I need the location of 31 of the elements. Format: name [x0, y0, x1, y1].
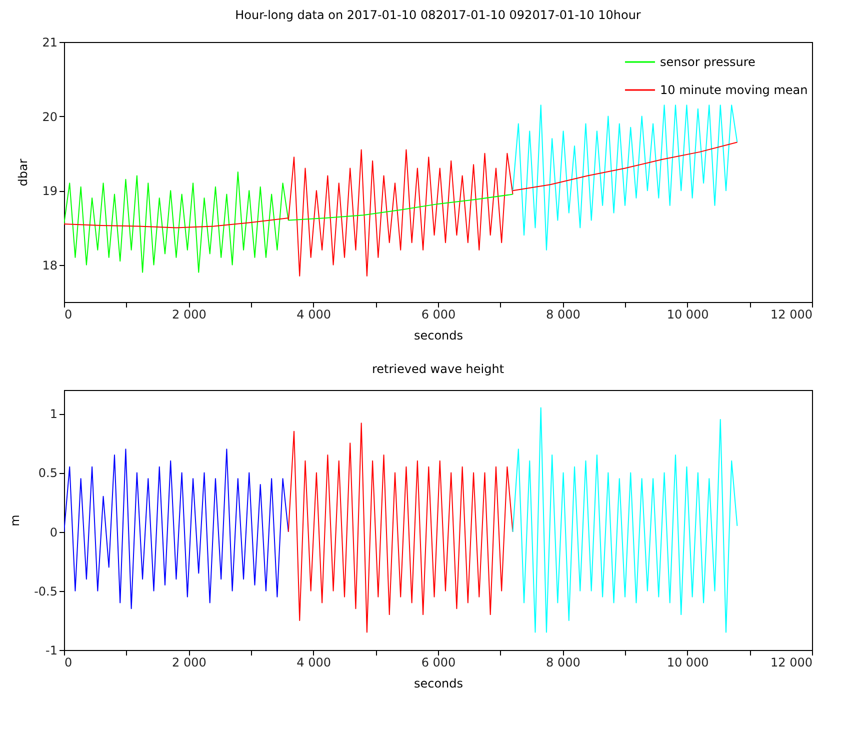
x-tick-label: 8 000 — [546, 656, 580, 670]
x-tick-label: 10 000 — [666, 308, 709, 322]
x-axis-title: seconds — [414, 676, 464, 690]
y-axis-title: dbar — [16, 158, 30, 186]
legend-label: sensor pressure — [660, 55, 756, 69]
y-tick-label: 19 — [42, 184, 58, 198]
x-tick-label: 4 000 — [296, 308, 332, 322]
x-tick-label: 4 000 — [296, 656, 332, 670]
y-tick-label: -0.5 — [34, 584, 58, 598]
y-tick-label: 18 — [42, 258, 58, 272]
y-tick-label: 1 — [50, 407, 58, 422]
x-tick-label: 8 000 — [546, 308, 580, 322]
x-tick-label: 0 — [64, 656, 72, 670]
legend-label: 10 minute moving mean — [660, 83, 808, 97]
y-tick-label: 20 — [42, 110, 58, 124]
x-tick-label: 12 000 — [770, 656, 812, 670]
x-tick-label: 6 000 — [421, 656, 456, 670]
y-tick-label: 0.5 — [38, 466, 58, 480]
y-tick-label: 21 — [42, 36, 58, 50]
y-tick-label: -1 — [46, 644, 58, 658]
x-tick-label: 2 000 — [172, 656, 206, 670]
x-tick-label: 6 000 — [421, 308, 456, 322]
x-tick-label: 12 000 — [770, 308, 812, 322]
x-tick-label: 10 000 — [666, 656, 709, 670]
y-tick-label: 0 — [50, 525, 58, 540]
chart-title: Hour-long data on 2017-01-10 082017-01-10 092017-01-10 10hour — [235, 8, 641, 22]
x-axis-title: seconds — [414, 328, 464, 342]
chart-title: retrieved wave height — [372, 362, 504, 376]
x-tick-label: 2 000 — [172, 308, 206, 322]
x-tick-label: 0 — [64, 308, 72, 322]
y-axis-title: m — [8, 514, 22, 526]
